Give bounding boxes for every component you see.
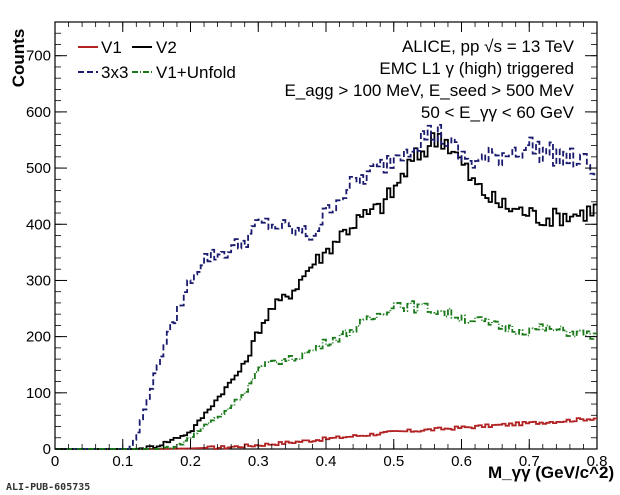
annotation-line-3: E_agg > 100 MeV, E_seed > 500 MeV [284, 81, 574, 100]
y-tick-label: 200 [26, 329, 51, 346]
x-tick-label: 0.1 [112, 453, 133, 470]
series-line-v1 [55, 417, 597, 450]
publication-id: ALI-PUB-605735 [6, 482, 90, 493]
annotation-block: ALICE, pp √s = 13 TeV EMC L1 γ (high) tr… [284, 37, 574, 122]
annotation-line-1: ALICE, pp √s = 13 TeV [402, 37, 575, 56]
y-tick-label: 600 [26, 104, 51, 121]
x-tick-label: 0.6 [451, 453, 472, 470]
x-axis-title: M_γγ (GeV/c^2) [488, 463, 614, 482]
legend-label-v1: V1 [101, 38, 122, 57]
series-line-3x3 [55, 123, 597, 450]
y-axis-title: Counts [9, 29, 28, 88]
series-line-v2 [55, 132, 597, 450]
series-layer [55, 123, 597, 450]
y-tick-label: 300 [26, 272, 51, 289]
annotation-line-4: 50 < E_γγ < 60 GeV [421, 103, 575, 122]
series-line-v1unfold [55, 300, 597, 450]
x-tick-label: 0.5 [383, 453, 404, 470]
y-tick-label: 100 [26, 385, 51, 402]
legend-label-v2: V2 [156, 38, 177, 57]
legend: V1 V2 3x3 V1+Unfold [78, 38, 236, 82]
y-tick-label: 0 [43, 441, 51, 458]
x-tick-label: 0.4 [316, 453, 337, 470]
y-tick-label: 500 [26, 160, 51, 177]
y-tick-label: 400 [26, 216, 51, 233]
y-tick-label: 700 [26, 48, 51, 65]
x-tick-label: 0 [51, 453, 59, 470]
x-tick-label: 0.8 [587, 453, 608, 470]
x-tick-label: 0.2 [180, 453, 201, 470]
legend-label-v1unfold: V1+Unfold [156, 63, 236, 82]
tick-layer: 0 0.1 0.2 0.3 0.4 0.5 0.6 0.7 0.8 0 100 200 300 400 50… [26, 22, 607, 470]
x-tick-label: 0.3 [248, 453, 269, 470]
x-tick-label: 0.7 [519, 453, 540, 470]
legend-label-3x3: 3x3 [101, 63, 128, 82]
annotation-line-2: EMC L1 γ (high) triggered [379, 59, 574, 78]
